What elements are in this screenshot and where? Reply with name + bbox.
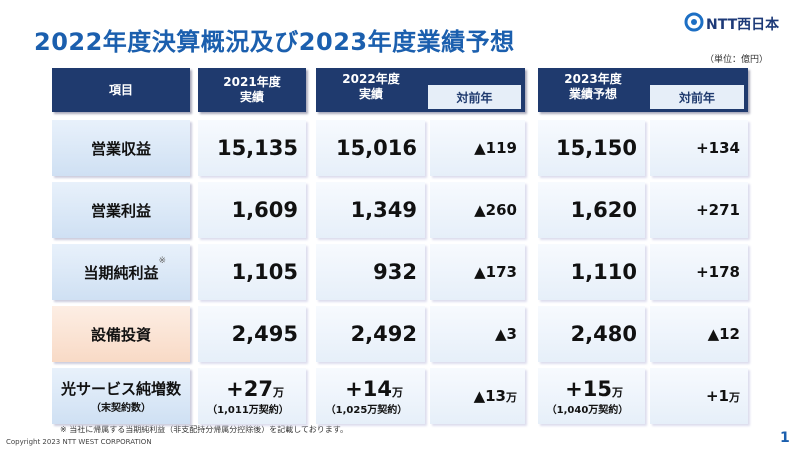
data-cell: +14万 （1,025万契約） [316, 368, 425, 424]
label-text: 営業収益 [90, 139, 151, 158]
row-label: 設備投資 [52, 306, 190, 362]
label-text: 光サービス純増数 [60, 380, 181, 398]
data-cell: 1,609 [198, 182, 306, 238]
cell-value: ▲173 [474, 263, 517, 281]
data-cell: 1,110 [538, 244, 645, 300]
header-cell: 2021年度 実績 [198, 68, 306, 112]
cell-value-line: +15万 [565, 377, 637, 401]
cell-value: 15,135 [216, 136, 298, 160]
data-cell: 2,495 [198, 306, 306, 362]
data-cell: 2,480 [538, 306, 645, 362]
cell-value-line: ▲13万 [474, 387, 517, 405]
data-cell: ▲260 [430, 182, 525, 238]
data-cell: 2,492 [316, 306, 425, 362]
cell-unit: 万 [273, 385, 284, 399]
label-line: 光サービス純増数 [61, 378, 181, 399]
cell-value: ▲12 [707, 325, 740, 343]
cell-value: 1,110 [570, 260, 637, 284]
header-group: 2022年度 実績 対前年 [316, 68, 525, 112]
data-cell: 1,105 [198, 244, 306, 300]
cell-value: ▲260 [474, 201, 517, 219]
cell-value: +14 [345, 376, 392, 401]
copyright: Copyright 2023 NTT WEST CORPORATION [6, 438, 152, 446]
title: 2022年度決算概況及び2023年度業績予想 [34, 28, 515, 56]
cell-value: +1 [705, 387, 729, 405]
data-cell: ▲3 [430, 306, 525, 362]
unit: （単位：億円） [704, 55, 768, 65]
data-cell: ▲12 [650, 306, 748, 362]
data-cell: ▲173 [430, 244, 525, 300]
cell-value: 1,349 [350, 198, 417, 222]
label-sub: （末契約数） [91, 403, 151, 414]
header-group: 2023年度 業績予想 対前年 [538, 68, 748, 112]
data-cell: ▲13万 [430, 368, 525, 424]
cell-value: ▲13 [473, 387, 506, 405]
cell-value: 1,620 [570, 198, 637, 222]
label-line: 営業利益 [91, 200, 151, 221]
cell-unit: 万 [392, 385, 403, 399]
label-line: 当期純利益 ※ [83, 256, 166, 283]
cell-value: +134 [696, 139, 740, 157]
row-label: 光サービス純増数 （末契約数） [52, 368, 190, 424]
cell-value: +27 [226, 376, 273, 401]
label-mark: ※ [158, 255, 167, 266]
cell-value: 932 [373, 260, 417, 284]
cell-note: （1,040万契約） [546, 404, 629, 416]
row-label: 当期純利益 ※ [52, 244, 190, 300]
data-cell: +271 [650, 182, 748, 238]
page-number: 1 [780, 430, 790, 446]
data-cell: ▲119 [430, 120, 525, 176]
data-cell: +27万 （1,011万契約） [198, 368, 306, 424]
cell-value-line: +27万 [226, 377, 298, 401]
cell-value: 1,105 [231, 260, 298, 284]
cell-value: 2,480 [570, 322, 637, 346]
data-cell: 1,620 [538, 182, 645, 238]
label-line: 営業収益 [91, 138, 151, 159]
data-cell: 1,349 [316, 182, 425, 238]
header-subcell: 対前年 [428, 85, 521, 109]
label-line: 設備投資 [91, 324, 151, 345]
header-subcell: 対前年 [650, 85, 744, 109]
label-text: 設備投資 [90, 325, 151, 344]
label-text: 営業利益 [90, 201, 151, 220]
data-cell: +178 [650, 244, 748, 300]
data-cell: 15,016 [316, 120, 425, 176]
cell-note: （1,011万契約） [207, 404, 289, 416]
data-cell: +1万 [650, 368, 748, 424]
data-cell: +15万 （1,040万契約） [538, 368, 645, 424]
cell-value: +271 [696, 201, 740, 219]
header-cell: 項目 [52, 68, 190, 112]
data-cell: +134 [650, 120, 748, 176]
cell-unit: 万 [612, 385, 623, 399]
cell-value-line: +14万 [345, 377, 417, 401]
header-cell: 2023年度 業績予想 [538, 72, 648, 108]
cell-value: ▲3 [495, 325, 517, 343]
cell-value: +178 [696, 263, 740, 281]
cell-value: 15,150 [555, 136, 637, 160]
row-label: 営業利益 [52, 182, 190, 238]
cell-value: 15,016 [335, 136, 417, 160]
row-label: 営業収益 [52, 120, 190, 176]
header-cell: 2022年度 実績 [316, 72, 426, 108]
cell-note: （1,025万契約） [325, 404, 408, 416]
data-cell: 15,135 [198, 120, 306, 176]
cell-unit: 万 [506, 391, 517, 404]
cell-value: 1,609 [231, 198, 298, 222]
data-cell: 932 [316, 244, 425, 300]
cell-value: 2,495 [231, 322, 298, 346]
cell-value-line: +1万 [706, 387, 740, 405]
label-text: 当期純利益 [83, 263, 159, 282]
footnote: ※ 当社に帰属する当期純利益（非支配持分帰属分控除後）を記載しております。 [60, 425, 348, 434]
cell-value: ▲119 [474, 139, 517, 157]
data-cell: 15,150 [538, 120, 645, 176]
cell-unit: 万 [729, 391, 740, 404]
logo-icon [684, 12, 704, 32]
cell-value: +15 [565, 376, 612, 401]
logo: NTT西日本 [706, 17, 780, 33]
cell-value: 2,492 [350, 322, 417, 346]
